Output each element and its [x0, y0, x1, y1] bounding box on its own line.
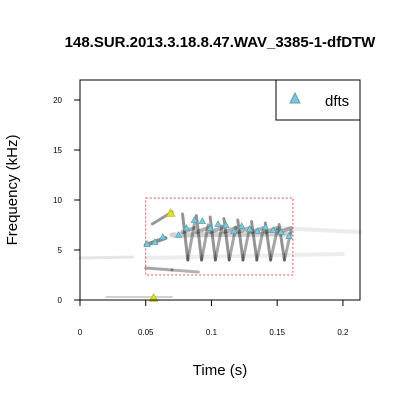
- spectrogram-streak: [275, 226, 362, 234]
- y-tick-label: 0: [58, 296, 63, 305]
- y-tick-label: 5: [58, 246, 63, 255]
- spectrogram-streak: [236, 218, 245, 262]
- spectrogram-streak: [208, 215, 217, 262]
- selection-box: [145, 197, 294, 276]
- legend-entry-dfts: dfts: [325, 93, 349, 110]
- y-tick-label: 10: [53, 196, 62, 205]
- spectrogram-streak: [78, 255, 135, 260]
- y-axis-ticks: 0 5 10 15 20: [53, 96, 80, 305]
- dfts-point: [182, 224, 191, 231]
- dfts-point: [222, 221, 230, 228]
- dfts-point: [190, 216, 199, 223]
- data-points-layer: [143, 208, 293, 302]
- plot-frame: [79, 79, 361, 301]
- dfts-point: [237, 222, 246, 229]
- dfts-point: [269, 226, 277, 233]
- start-end-point: [148, 293, 159, 302]
- spectrogram-streak: [208, 226, 224, 234]
- x-tick-label: 0.15: [269, 328, 285, 337]
- spectrogram-streak: [194, 214, 204, 262]
- x-axis-label: Time (s): [193, 362, 247, 379]
- dfts-point: [206, 224, 214, 231]
- y-tick-label: 15: [53, 146, 62, 155]
- dfts-point: [285, 232, 293, 239]
- chart-title: 148.SUR.2013.3.18.8.47.WAV_3385-1-dfDTW: [65, 34, 377, 51]
- spectrogram-streak: [144, 266, 174, 272]
- dfts-point: [159, 233, 167, 240]
- y-tick-label: 20: [53, 96, 62, 105]
- spectrogram-streak: [181, 212, 190, 262]
- legend-triangle-icon: [289, 91, 301, 104]
- dfts-point: [151, 238, 159, 245]
- dfts-point: [214, 220, 222, 227]
- spectrogram-streak: [255, 227, 265, 262]
- legend-box: [275, 79, 361, 121]
- spectrogram-streak: [235, 226, 252, 234]
- dfts-point: [261, 223, 270, 230]
- spectrogram-streak: [241, 226, 252, 262]
- start-end-point: [165, 208, 176, 217]
- dfts-point: [277, 228, 285, 235]
- spectrogram-streak: [169, 231, 293, 238]
- spectrogram-streak: [143, 252, 345, 260]
- y-axis-label: Frequency (kHz): [4, 135, 21, 246]
- dfts-point: [198, 217, 206, 224]
- x-tick-label: 0.1: [206, 328, 218, 337]
- dfts-point: [230, 227, 238, 234]
- spectrogram-streak: [170, 268, 200, 274]
- dfts-point: [174, 231, 183, 238]
- x-tick-label: 0: [78, 328, 83, 337]
- spectrogram-streak: [194, 226, 211, 234]
- x-tick-label: 0.2: [337, 328, 349, 337]
- dfts-point: [143, 240, 151, 247]
- x-axis-ticks: 0 0.05 0.1 0.15 0.2: [78, 300, 349, 337]
- spectrogram-streak: [186, 222, 196, 262]
- spectrogram-streak: [269, 228, 279, 262]
- selection-box-layer: [145, 197, 294, 276]
- legend: dfts: [275, 79, 361, 121]
- spectrogram-streak: [213, 224, 224, 262]
- x-tick-label: 0.05: [138, 328, 154, 337]
- dfts-point: [245, 225, 254, 232]
- spectrogram-streak: [250, 220, 259, 262]
- dfts-point: [253, 227, 262, 234]
